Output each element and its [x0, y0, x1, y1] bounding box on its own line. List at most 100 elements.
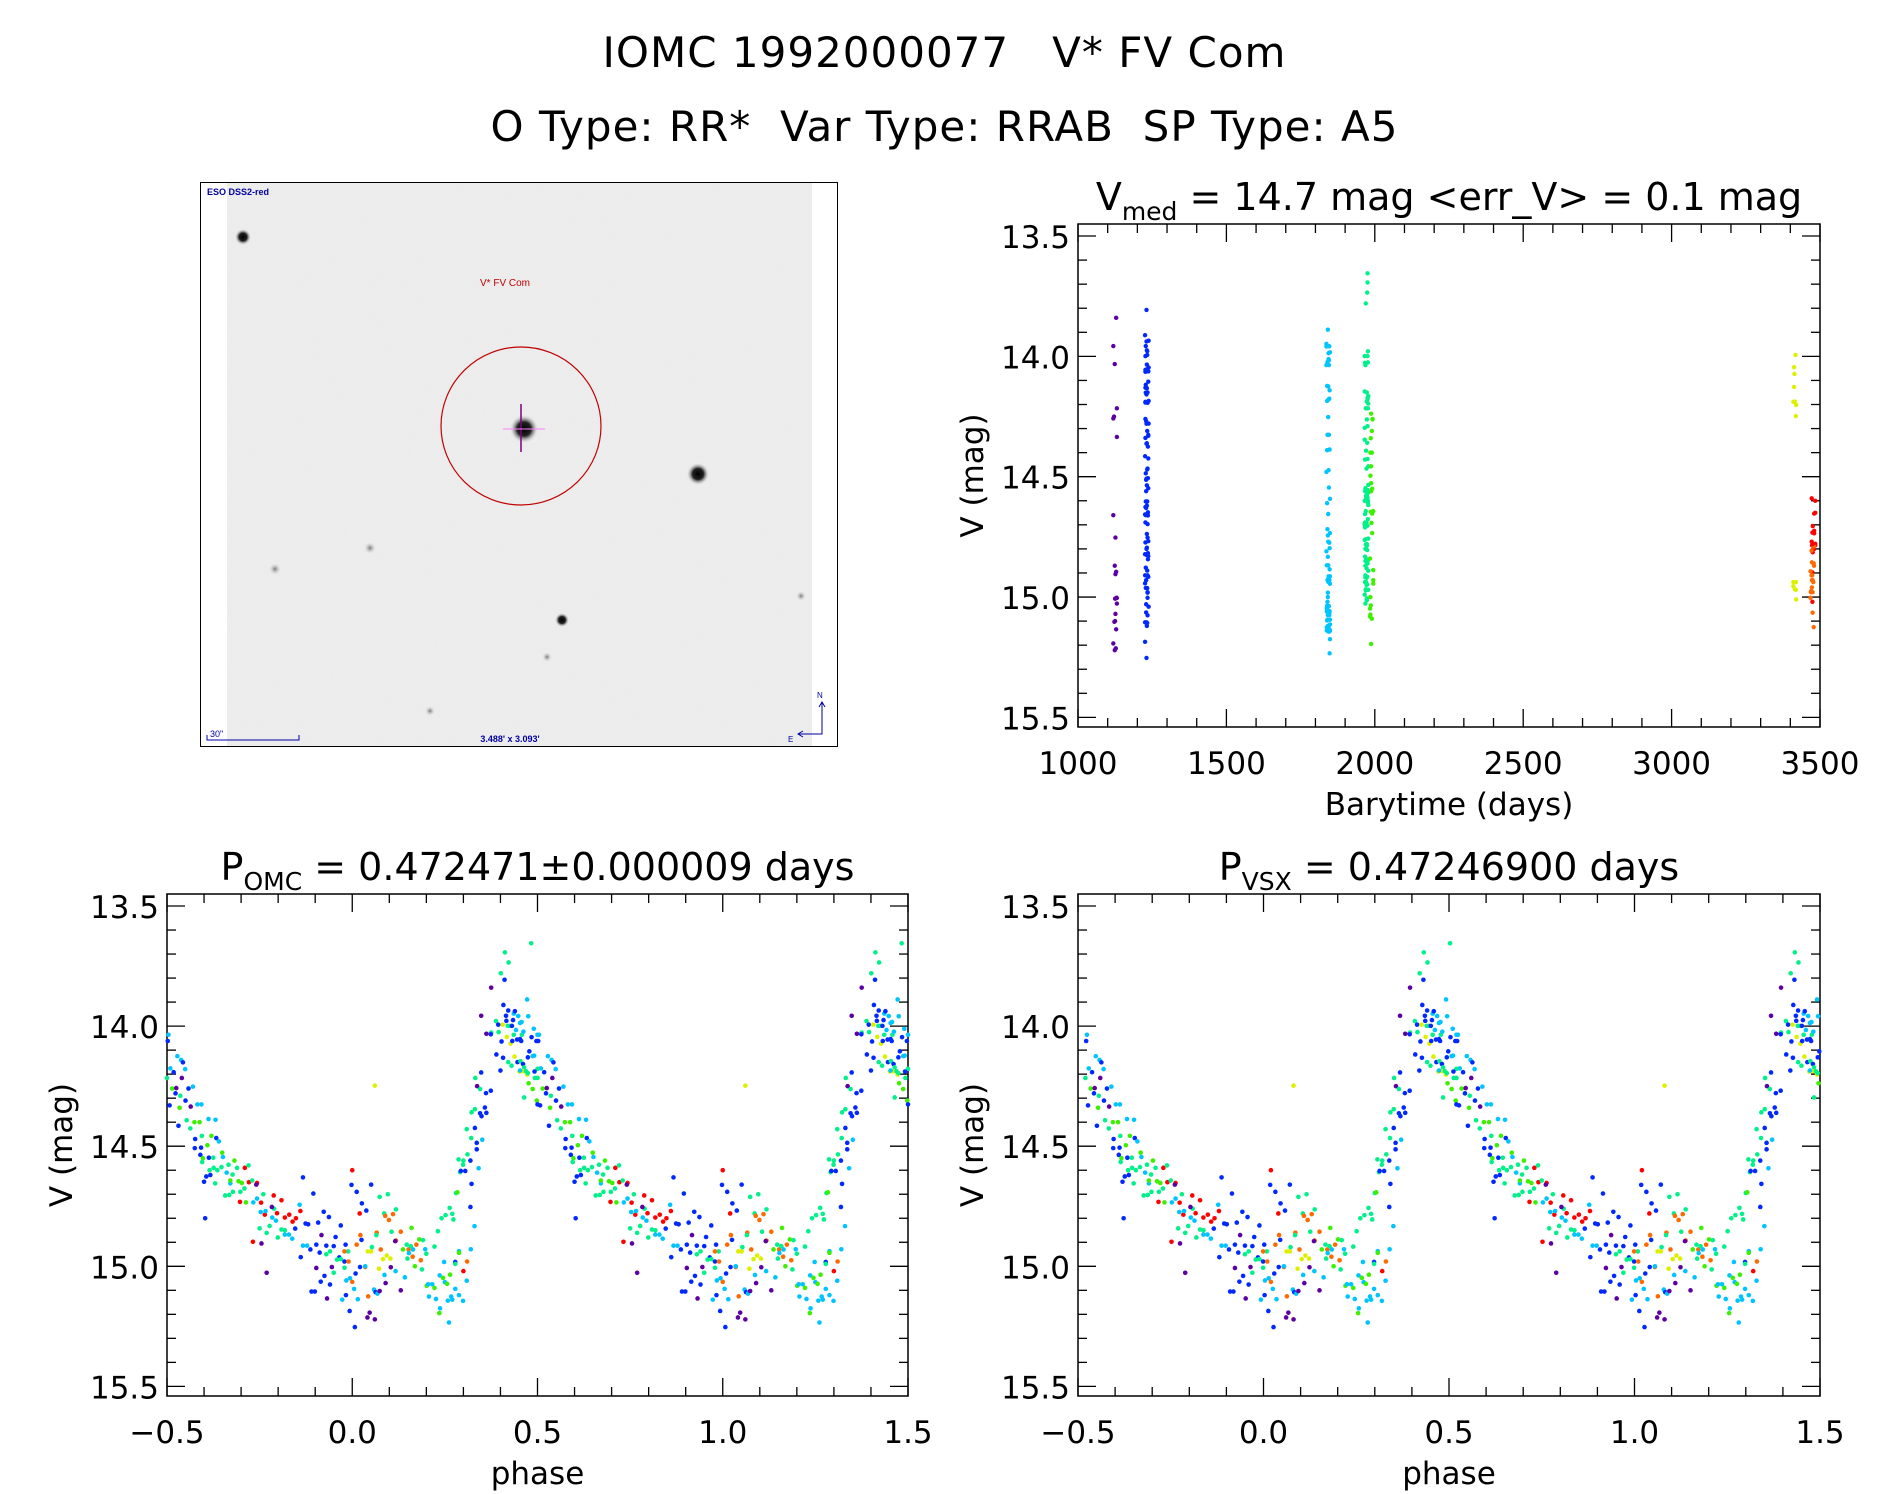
- data-point: [558, 1126, 564, 1131]
- data-point: [1393, 1083, 1399, 1089]
- data-point: [1291, 1083, 1296, 1088]
- data-point: [359, 1237, 364, 1243]
- data-point: [1368, 1211, 1374, 1217]
- data-point: [1402, 1090, 1408, 1096]
- data-point: [1635, 1259, 1641, 1264]
- data-point: [1329, 1254, 1334, 1259]
- data-point: [1672, 1213, 1678, 1219]
- data-point: [859, 1088, 864, 1094]
- data-point: [1365, 582, 1370, 587]
- data-point: [1097, 1075, 1103, 1081]
- data-point: [200, 1155, 206, 1161]
- data-point: [469, 1110, 474, 1115]
- data-point: [1688, 1229, 1693, 1235]
- data-point: [1463, 1085, 1468, 1091]
- data-point: [1345, 1294, 1351, 1299]
- data-point: [1517, 1178, 1523, 1183]
- data-point: [1696, 1247, 1701, 1252]
- data-point: [1773, 1031, 1779, 1037]
- data-point: [1379, 1158, 1385, 1163]
- data-point: [900, 1086, 906, 1092]
- data-point: [763, 1268, 769, 1274]
- x-tick-label: 0.5: [1424, 1415, 1473, 1451]
- data-point: [439, 1215, 444, 1221]
- data-point: [587, 1139, 592, 1144]
- data-point: [1145, 535, 1150, 540]
- data-point: [1512, 1193, 1517, 1198]
- data-point: [831, 1298, 836, 1304]
- data-point: [722, 1286, 727, 1292]
- data-point: [671, 1243, 676, 1248]
- data-point: [708, 1256, 714, 1262]
- data-point: [202, 1215, 208, 1221]
- data-point: [1327, 636, 1333, 642]
- data-point: [1145, 585, 1150, 591]
- data-point: [1348, 1282, 1354, 1287]
- data-point: [1119, 1155, 1124, 1161]
- data-point: [1145, 428, 1150, 434]
- data-point: [1583, 1215, 1588, 1221]
- data-point: [1576, 1232, 1581, 1237]
- data-point: [545, 1053, 551, 1059]
- data-point: [1141, 1193, 1146, 1198]
- data-point: [292, 1226, 298, 1231]
- data-point: [1402, 1031, 1408, 1037]
- fov-label: 3.488' x 3.093': [480, 734, 539, 744]
- data-point: [468, 1246, 474, 1252]
- data-point: [1145, 568, 1150, 573]
- data-point: [1350, 1244, 1356, 1249]
- data-point: [188, 1126, 193, 1131]
- data-point: [1735, 1298, 1740, 1303]
- data-point: [880, 1023, 885, 1029]
- data-point: [513, 1027, 519, 1033]
- data-point: [1188, 1204, 1193, 1210]
- data-point: [1193, 1210, 1198, 1216]
- data-point: [1460, 1069, 1466, 1075]
- data-point: [897, 1049, 903, 1054]
- data-point: [701, 1270, 707, 1276]
- data-point: [464, 1126, 470, 1132]
- data-point: [452, 1286, 458, 1292]
- data-point: [398, 1288, 404, 1293]
- data-point: [1138, 1150, 1143, 1155]
- data-point: [425, 1282, 431, 1287]
- data-point: [1350, 1285, 1356, 1291]
- data-point: [1495, 1116, 1501, 1122]
- data-point: [1368, 435, 1373, 441]
- data-point: [1302, 1280, 1307, 1286]
- data-point: [1451, 1069, 1456, 1074]
- data-point: [1509, 1150, 1514, 1155]
- data-point: [1563, 1218, 1568, 1223]
- data-point: [574, 1174, 580, 1179]
- data-point: [1766, 1165, 1771, 1171]
- data-point: [723, 1324, 728, 1330]
- data-point: [1470, 1060, 1475, 1065]
- data-point: [201, 1179, 207, 1185]
- data-point: [1327, 577, 1332, 583]
- data-point: [823, 1261, 829, 1267]
- data-point: [657, 1232, 662, 1237]
- data-point: [1264, 1249, 1270, 1254]
- data-point: [1683, 1268, 1688, 1274]
- data-point: [1143, 418, 1149, 424]
- data-point: [1324, 344, 1329, 349]
- data-point: [192, 1136, 198, 1142]
- data-point: [464, 1259, 470, 1264]
- data-point: [1363, 587, 1368, 592]
- data-point: [1341, 1246, 1347, 1252]
- data-point: [1364, 1298, 1369, 1303]
- data-point: [338, 1256, 344, 1262]
- data-point: [1101, 1066, 1106, 1072]
- data-point: [1246, 1282, 1251, 1287]
- data-point: [506, 960, 511, 965]
- sky-image: V* FV Com ESO DSS2-red 30" 3.488' x 3.09…: [200, 182, 838, 747]
- data-point: [1362, 389, 1367, 394]
- data-point: [199, 1133, 205, 1139]
- data-point: [456, 1157, 461, 1162]
- data-point: [1540, 1239, 1545, 1245]
- data-point: [353, 1271, 358, 1276]
- data-point: [1772, 1105, 1778, 1110]
- data-point: [1368, 612, 1373, 617]
- data-point: [1795, 1059, 1801, 1065]
- data-point: [1309, 1211, 1315, 1217]
